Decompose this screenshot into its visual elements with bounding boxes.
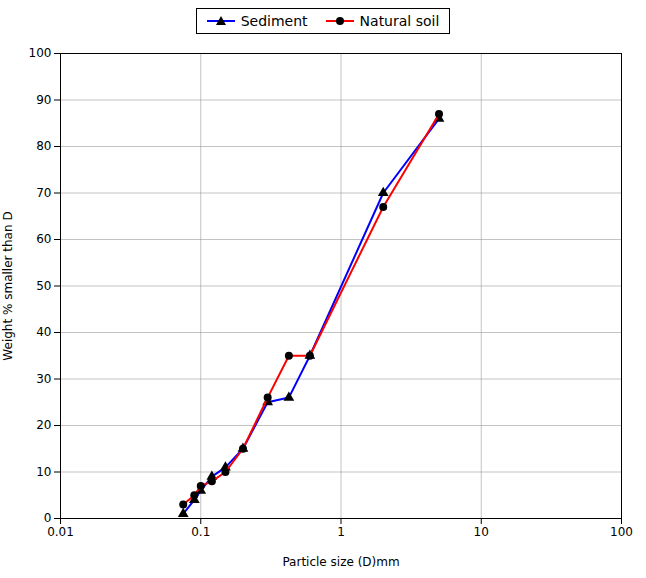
svg-text:0: 0 <box>44 511 52 525</box>
svg-text:Weight % smaller than D: Weight % smaller than D <box>1 211 15 360</box>
html-text:Sediment: Sediment <box>240 13 308 29</box>
svg-text:80: 80 <box>36 139 51 153</box>
svg-text:30: 30 <box>36 372 51 386</box>
svg-text:90: 90 <box>36 93 51 107</box>
svg-text:1: 1 <box>337 525 345 539</box>
svg-text:70: 70 <box>36 186 51 200</box>
svg-text:0.01: 0.01 <box>47 525 74 539</box>
svg-text:40: 40 <box>36 325 51 339</box>
svg-text:50: 50 <box>36 279 51 293</box>
html-text:Natural soil: Natural soil <box>359 13 440 29</box>
svg-text:10: 10 <box>36 465 51 479</box>
svg-text:10: 10 <box>474 525 489 539</box>
svg-text:100: 100 <box>29 46 52 60</box>
svg-text:20: 20 <box>36 418 51 432</box>
svg-text:60: 60 <box>36 232 51 246</box>
svg-text:0.1: 0.1 <box>191 525 210 539</box>
svg-text:100: 100 <box>610 525 633 539</box>
svg-text:Particle size (D)mm: Particle size (D)mm <box>282 555 399 569</box>
